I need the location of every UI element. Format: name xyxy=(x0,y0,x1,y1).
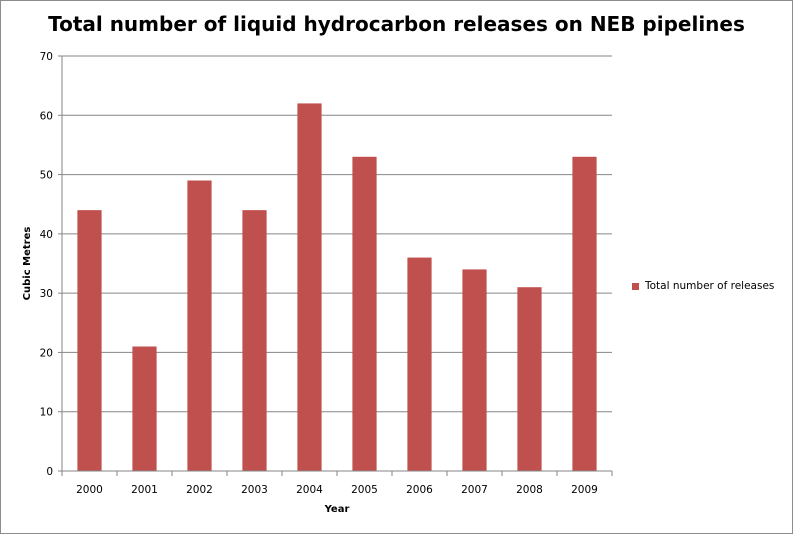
bar-2000 xyxy=(77,210,102,471)
y-tick-label: 30 xyxy=(40,288,53,300)
y-tick-label: 20 xyxy=(40,347,53,359)
bar-2005 xyxy=(352,156,377,472)
x-tick-label: 2008 xyxy=(516,484,543,496)
x-tick-label: 2004 xyxy=(296,484,323,496)
x-tick-label: 2003 xyxy=(241,484,268,496)
bar-2007 xyxy=(462,269,487,471)
y-tick-label: 60 xyxy=(40,110,53,122)
x-tick-label: 2002 xyxy=(186,484,213,496)
y-tick-label: 10 xyxy=(40,407,53,419)
x-tick-labels: 2000 2001 2002 2003 2004 2005 2006 2007 2008 2009 xyxy=(76,484,598,496)
bar-2009 xyxy=(572,156,597,472)
bars xyxy=(77,103,597,472)
axes xyxy=(61,56,613,476)
y-axis-label: Cubic Metres xyxy=(22,227,33,301)
bar-2003 xyxy=(242,210,267,471)
bar-2006 xyxy=(407,257,432,471)
x-tick-label: 2007 xyxy=(461,484,488,496)
y-tick-label: 0 xyxy=(46,466,53,478)
bar-2002 xyxy=(187,180,212,471)
x-tick-label: 2001 xyxy=(131,484,158,496)
x-tick-label: 2005 xyxy=(351,484,378,496)
bar-2008 xyxy=(517,287,542,471)
x-tick-label: 2000 xyxy=(76,484,103,496)
chart-title: Total number of liquid hydrocarbon relea… xyxy=(48,12,745,36)
x-tick-label: 2006 xyxy=(406,484,433,496)
y-tick-labels: 0 10 20 30 40 50 60 70 xyxy=(40,51,62,478)
bar-2004 xyxy=(297,103,322,471)
x-tick-label: 2009 xyxy=(571,484,598,496)
y-tick-label: 50 xyxy=(40,170,53,182)
legend-label: Total number of releases xyxy=(645,280,775,292)
y-tick-label: 70 xyxy=(40,51,53,63)
legend: Total number of releases xyxy=(632,280,774,292)
bar-2001 xyxy=(132,346,157,471)
y-tick-label: 40 xyxy=(40,229,53,241)
legend-swatch xyxy=(632,282,639,290)
x-axis-label: Year xyxy=(324,504,350,515)
